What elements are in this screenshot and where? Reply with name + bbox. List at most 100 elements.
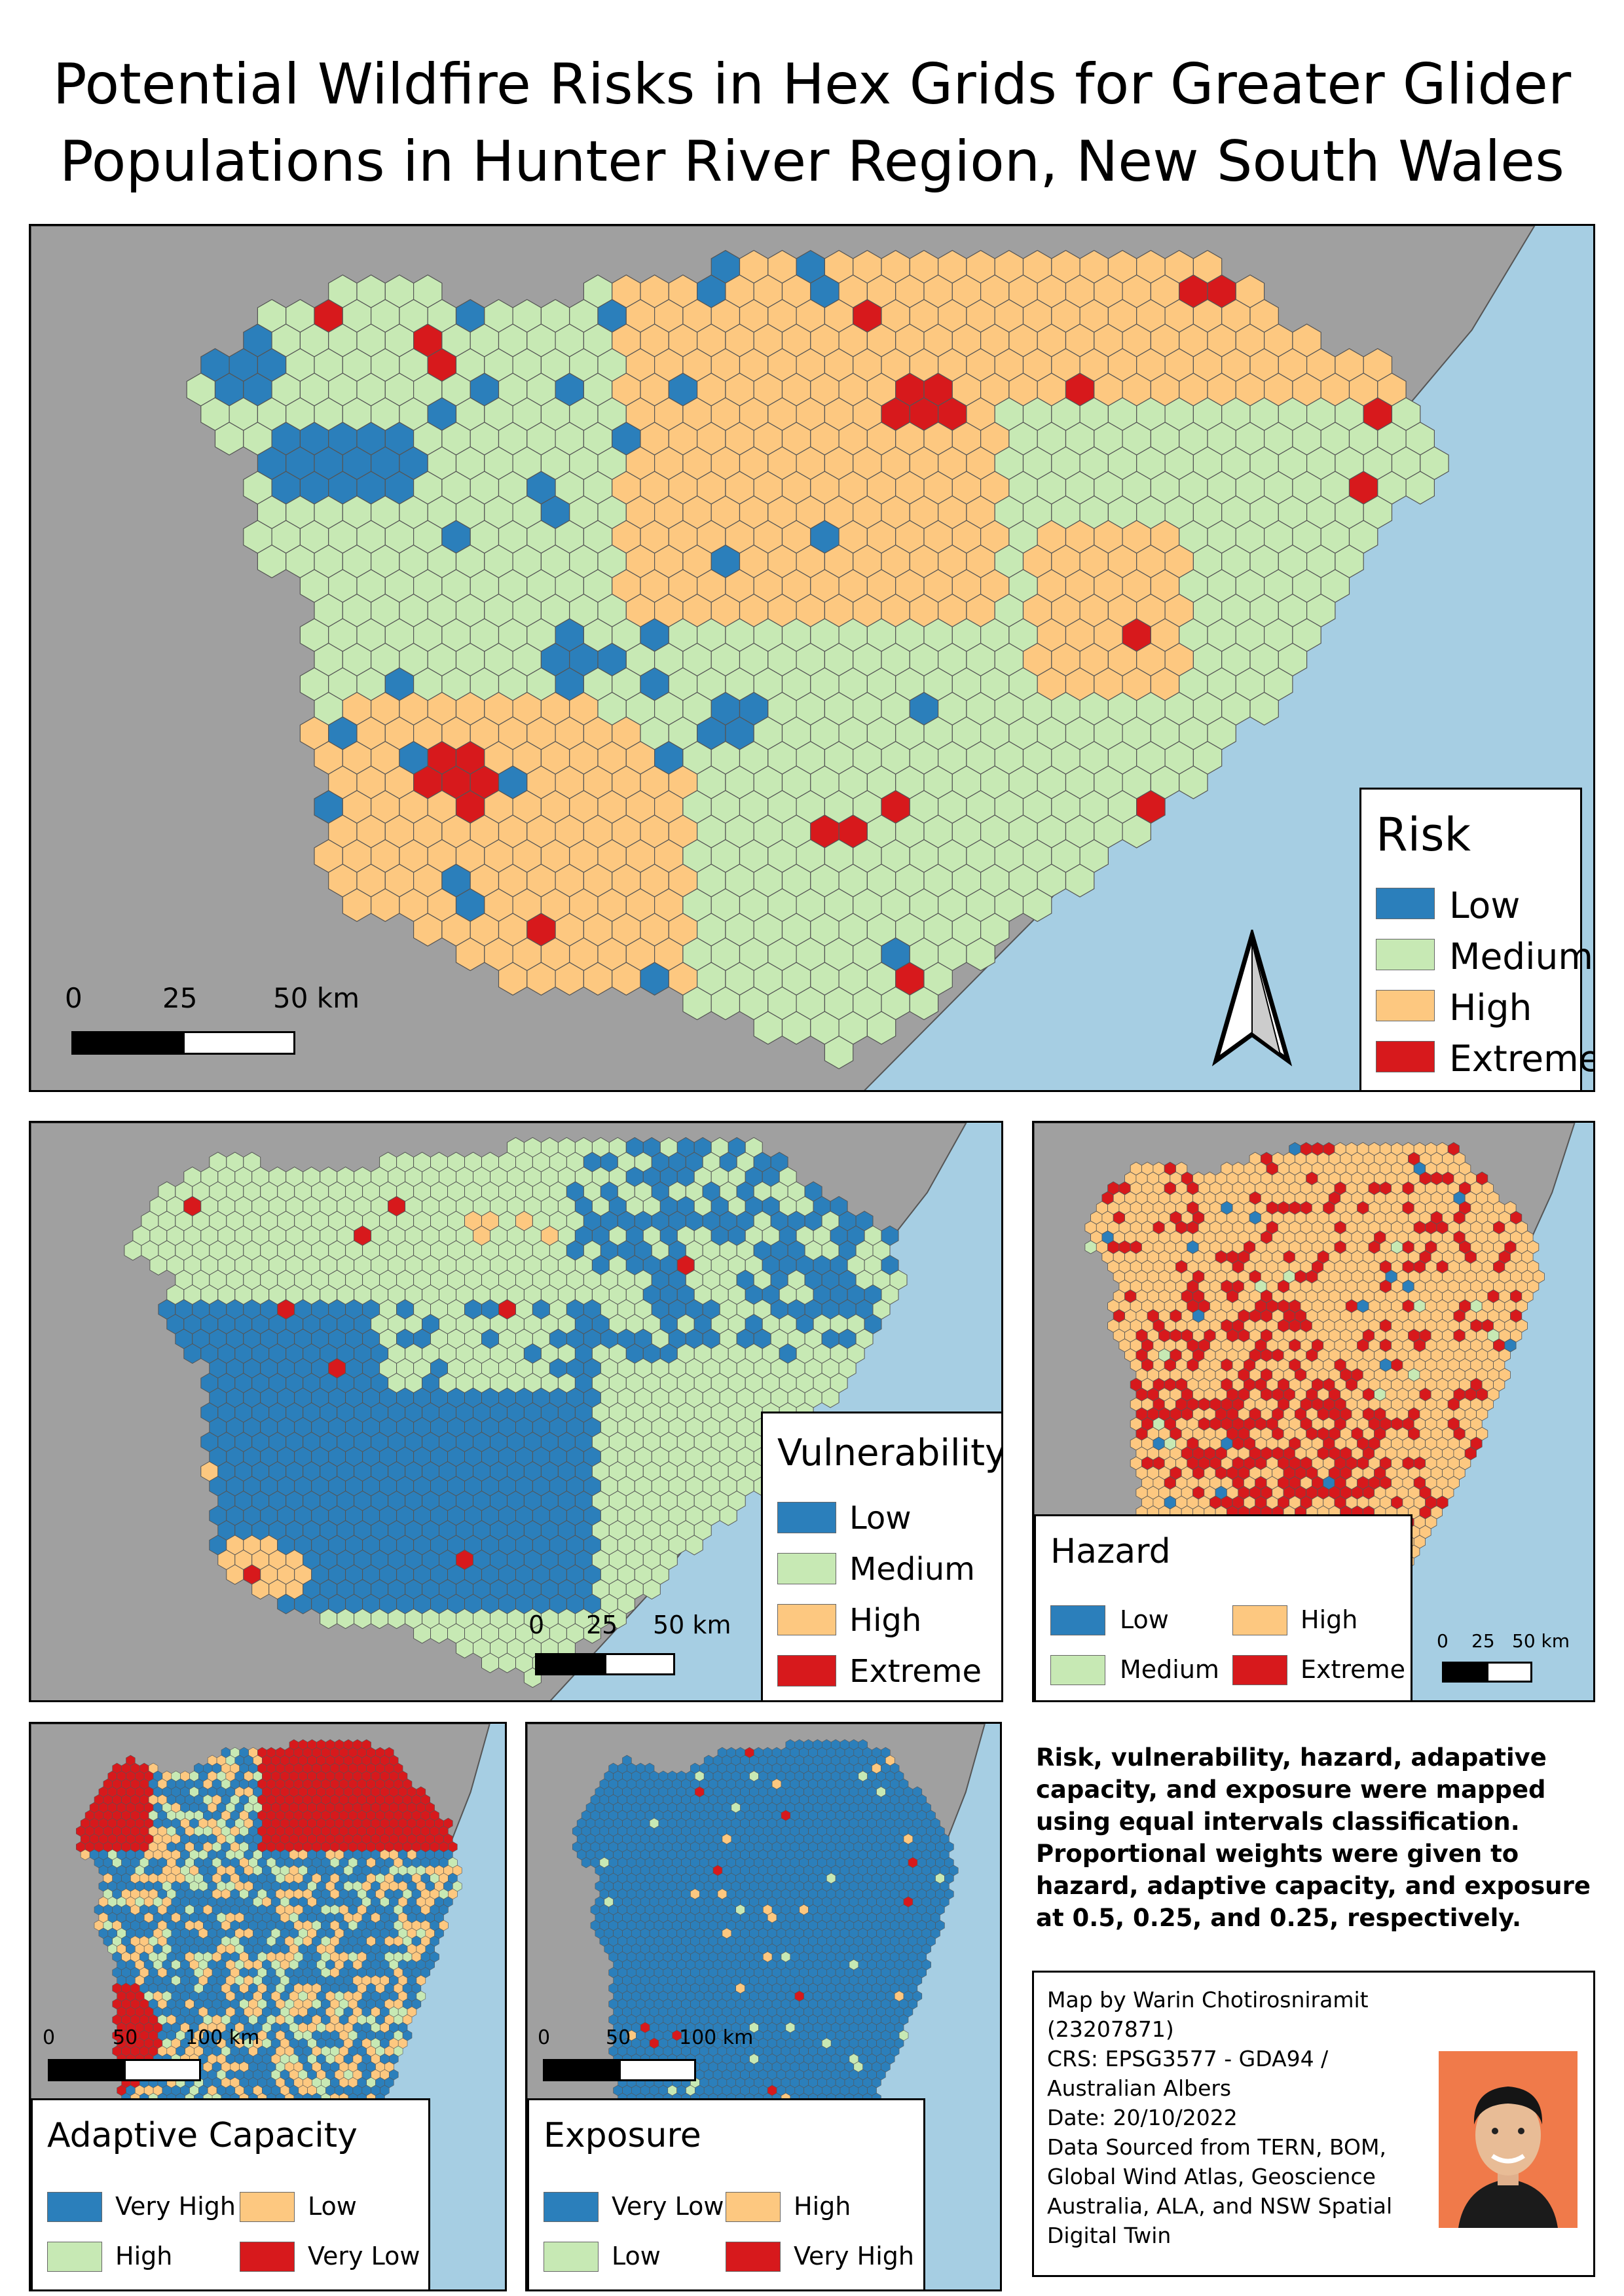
credit-student-id: (23207871) [1047, 2016, 1174, 2042]
note-line: using equal intervals classification. [1036, 1808, 1520, 1836]
swatch-medium [1050, 1655, 1105, 1685]
risk-hex-map [31, 226, 1593, 1090]
legend-high: High [794, 2192, 851, 2221]
adaptive-capacity-map-panel: 0 50 100 km Adaptive Capacity Very High … [29, 1722, 507, 2291]
north-arrow-icon [1211, 930, 1293, 1066]
risk-legend: Risk Low Medium High Extreme [1359, 788, 1593, 1090]
exposure-map-panel: 0 50 100 km Exposure Very Low High Low V… [525, 1722, 1002, 2291]
legend-high: High [1449, 987, 1532, 1029]
credit-sources-2: Global Wind Atlas, Geoscience [1047, 2164, 1376, 2189]
scale-label-25: 25 [162, 982, 198, 1014]
credit-sources: Data Sourced from TERN, BOM, [1047, 2134, 1386, 2160]
swatch-medium [777, 1553, 836, 1584]
swatch-very-high [47, 2192, 102, 2222]
swatch-low [1376, 888, 1435, 919]
swatch-low [1050, 1605, 1105, 1635]
legend-low: Low [308, 2192, 357, 2221]
scale-label-0: 0 [65, 982, 83, 1014]
swatch-high [1232, 1605, 1287, 1635]
hazard-legend: Hazard Low High Medium Extreme [1034, 1514, 1412, 1700]
note-line: Proportional weights were given to [1036, 1840, 1519, 1868]
scale-bar-black [71, 1031, 184, 1055]
scale-label-0: 0 [538, 2026, 551, 2049]
hex-cells [186, 249, 1449, 1070]
scale-label-0: 0 [1437, 1630, 1449, 1652]
swatch-low [544, 2242, 599, 2272]
swatch-high [726, 2192, 781, 2222]
scale-label-25: 25 [586, 1611, 618, 1639]
legend-extreme: Extreme [1301, 1655, 1405, 1684]
credit-sources-3: Australia, ALA, and NSW Spatial [1047, 2193, 1393, 2219]
scale-bar-black [48, 2059, 125, 2081]
title-line-1: Potential Wildfire Risks in Hex Grids fo… [52, 52, 1572, 117]
credit-author: Map by Warin Chotirosniramit [1047, 1987, 1369, 2013]
vulnerability-map-panel: 0 25 50 km Vulnerability Low Medium High… [29, 1121, 1003, 1702]
legend-very-low: Very Low [308, 2242, 420, 2270]
scale-label-100: 100 km [185, 2026, 260, 2049]
note-line: at 0.5, 0.25, and 0.25, respectively. [1036, 1904, 1522, 1932]
hazard-map-panel: Hazard Low High Medium Extreme 0 25 50 k… [1032, 1121, 1595, 1702]
legend-extreme: Extreme [1449, 1038, 1595, 1080]
scale-label-100: 100 km [679, 2026, 754, 2049]
legend-high: High [1301, 1605, 1358, 1634]
swatch-very-low [544, 2192, 599, 2222]
adaptive-capacity-legend: Adaptive Capacity Very High Low High Ver… [31, 2098, 430, 2289]
scale-label-50: 50 [113, 2026, 138, 2049]
legend-medium: Medium [1120, 1655, 1219, 1684]
map-title: Potential Wildfire Risks in Hex Grids fo… [0, 46, 1624, 200]
scale-bar-white [604, 1653, 675, 1675]
author-photo [1439, 2051, 1578, 2228]
scale-bar-black [1442, 1662, 1488, 1683]
scale-label-50: 50 [606, 2026, 631, 2049]
scale-label-0: 0 [528, 1611, 545, 1639]
legend-low: Low [1120, 1605, 1169, 1634]
scale-label-0: 0 [43, 2026, 56, 2049]
legend-high: High [849, 1602, 922, 1639]
scale-label-50: 50 km [273, 982, 360, 1014]
scale-bar-white [183, 1031, 295, 1055]
legend-low: Low [612, 2242, 661, 2270]
scale-label-50: 50 km [1512, 1630, 1570, 1652]
legend-title: Hazard [1050, 1532, 1171, 1571]
scale-bar-black [535, 1653, 606, 1675]
hex-cells [124, 1137, 908, 1688]
legend-medium: Medium [1449, 936, 1593, 977]
scale-bar-white [124, 2059, 201, 2081]
scale-bar-white [1486, 1662, 1532, 1683]
note-line: hazard, adaptive capacity, and exposure [1036, 1872, 1591, 1900]
legend-title: Exposure [544, 2116, 701, 2155]
scale-bar-white [619, 2059, 696, 2081]
swatch-high [47, 2242, 102, 2272]
credit-crs-2: Australian Albers [1047, 2075, 1232, 2101]
legend-title: Adaptive Capacity [47, 2116, 358, 2155]
swatch-high [777, 1604, 836, 1635]
legend-high: High [115, 2242, 173, 2270]
swatch-low [777, 1502, 836, 1533]
title-line-2: Populations in Hunter River Region, New … [60, 129, 1564, 194]
credit-sources-4: Digital Twin [1047, 2223, 1172, 2248]
swatch-extreme [777, 1655, 836, 1686]
risk-map-panel: 0 25 50 km Risk Low Medium High Extreme [29, 224, 1595, 1092]
legend-medium: Medium [849, 1551, 975, 1588]
legend-very-high: Very High [794, 2242, 914, 2270]
scale-bar-black [543, 2059, 620, 2081]
legend-title: Risk [1376, 808, 1471, 862]
methodology-note: Risk, vulnerability, hazard, adapative c… [1036, 1741, 1599, 1934]
credits-box: Map by Warin Chotirosniramit (23207871) … [1032, 1971, 1595, 2277]
note-line: Risk, vulnerability, hazard, adapative [1036, 1743, 1547, 1772]
scale-label-50: 50 km [653, 1611, 731, 1639]
credit-crs: CRS: EPSG3577 - GDA94 / [1047, 2046, 1329, 2071]
swatch-extreme [1232, 1655, 1287, 1685]
swatch-low [240, 2192, 295, 2222]
credit-date: Date: 20/10/2022 [1047, 2105, 1238, 2130]
legend-low: Low [849, 1500, 912, 1537]
legend-title: Vulnerability [777, 1432, 1003, 1474]
swatch-very-high [726, 2242, 781, 2272]
vulnerability-legend: Vulnerability Low Medium High Extreme [761, 1412, 1003, 1700]
swatch-very-low [240, 2242, 295, 2272]
legend-very-high: Very High [115, 2192, 236, 2221]
swatch-medium [1376, 939, 1435, 970]
scale-label-25: 25 [1471, 1630, 1495, 1652]
legend-low: Low [1449, 884, 1521, 926]
note-line: capacity, and exposure were mapped [1036, 1776, 1546, 1804]
